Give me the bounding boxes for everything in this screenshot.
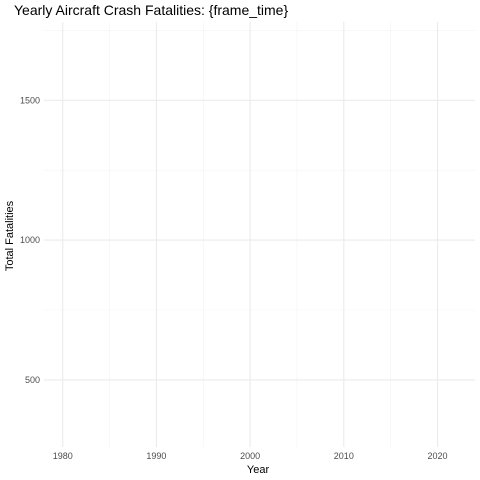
x-tick-label: 2010 (334, 451, 354, 461)
x-tick-label: 1990 (146, 451, 166, 461)
y-axis-title: Total Fatalities (4, 200, 16, 271)
x-axis-title: Year (247, 464, 270, 476)
y-axis-tick-labels: 500 1000 1500 (20, 95, 40, 385)
y-tick-label: 1000 (20, 235, 40, 245)
x-tick-label: 2020 (428, 451, 448, 461)
x-axis-tick-labels: 1980 1990 2000 2010 2020 (53, 451, 448, 461)
x-tick-label: 2000 (240, 451, 260, 461)
x-tick-label: 1980 (53, 451, 73, 461)
minor-gridlines (44, 22, 475, 447)
chart-title: Yearly Aircraft Crash Fatalities: {frame… (14, 2, 288, 18)
y-tick-label: 500 (25, 375, 40, 385)
major-gridlines (44, 22, 475, 447)
y-tick-label: 1500 (20, 95, 40, 105)
